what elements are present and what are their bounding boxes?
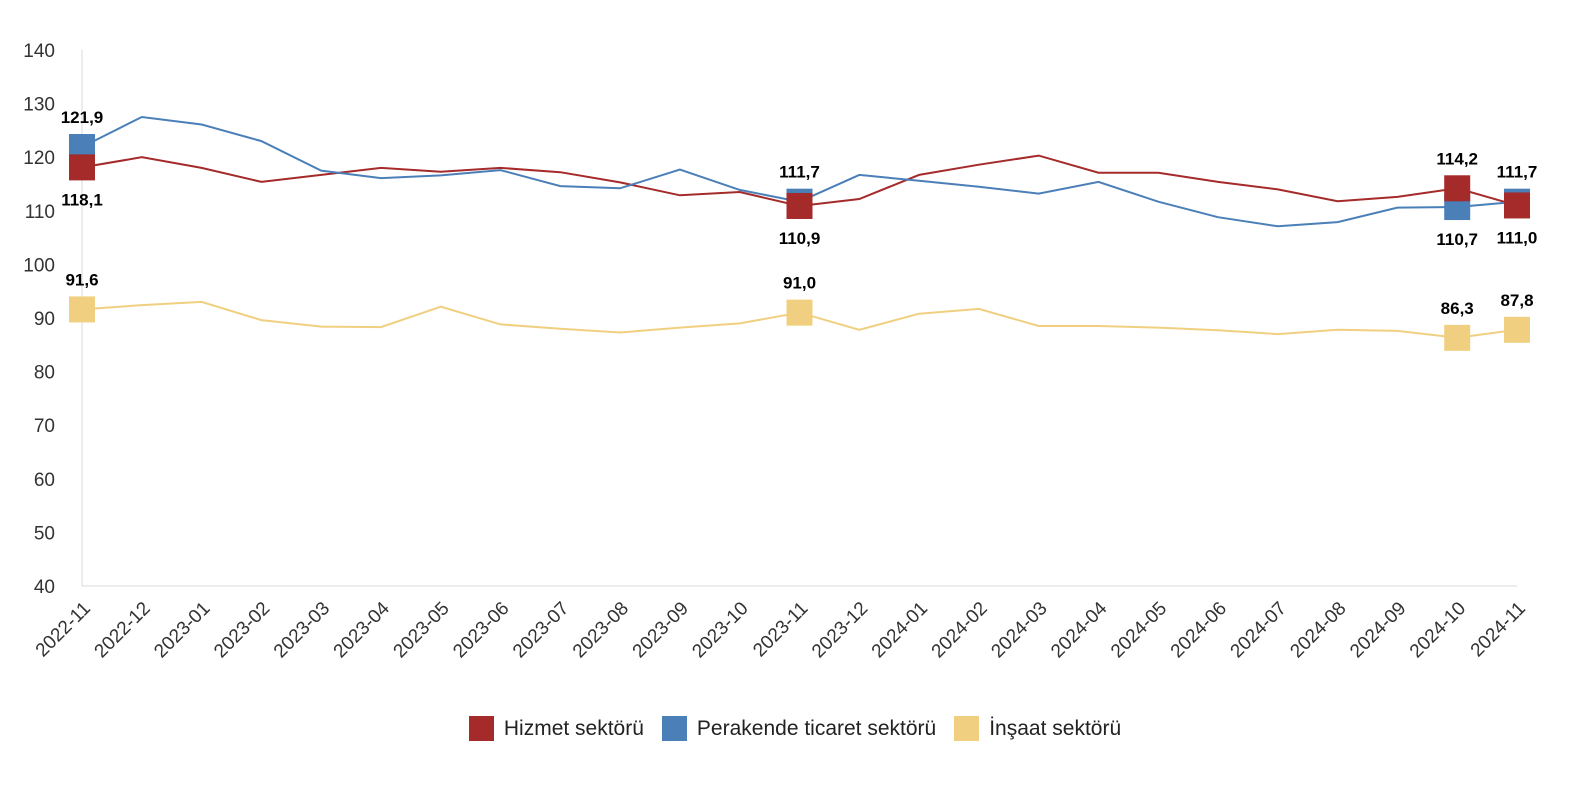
x-tick-label: 2023-05 bbox=[390, 598, 454, 662]
x-tick-label: 2023-03 bbox=[270, 598, 334, 662]
y-tick-label: 130 bbox=[23, 95, 55, 116]
x-tick-label: 2024-10 bbox=[1406, 598, 1470, 662]
legend-label: Hizmet sektörü bbox=[503, 716, 644, 740]
y-tick-label: 50 bbox=[34, 523, 55, 544]
x-tick-label: 2024-03 bbox=[987, 598, 1051, 662]
data-label: 86,3 bbox=[1441, 299, 1474, 318]
data-label: 121,9 bbox=[61, 108, 104, 127]
data-marker bbox=[1444, 175, 1471, 202]
x-tick-label: 2024-11 bbox=[1467, 598, 1530, 661]
data-marker bbox=[69, 296, 95, 323]
x-tick-label: 2023-12 bbox=[808, 598, 872, 662]
y-tick-label: 40 bbox=[34, 577, 55, 598]
x-tick-label: 2023-11 bbox=[749, 598, 812, 661]
y-tick-label: 80 bbox=[34, 363, 55, 384]
y-tick-label: 100 bbox=[23, 255, 55, 276]
data-label: 110,7 bbox=[1436, 230, 1478, 249]
x-tick-label: 2024-06 bbox=[1167, 598, 1231, 662]
data-marker bbox=[1504, 192, 1530, 219]
x-tick-label: 2023-08 bbox=[569, 598, 633, 662]
data-marker bbox=[1444, 324, 1471, 351]
data-labels: 118,1 110,9 114,2 111,0 121,9 111,7 110,7 111,7… bbox=[61, 108, 1538, 318]
data-label: 110,9 bbox=[779, 229, 821, 248]
data-label: 114,2 bbox=[1436, 149, 1478, 168]
y-tick-label: 140 bbox=[23, 41, 55, 62]
legend: Hizmet sektörü Perakende ticaret sektörü… bbox=[0, 716, 1590, 741]
x-tick-label: 2022-12 bbox=[91, 598, 155, 662]
data-label: 111,7 bbox=[1497, 163, 1538, 182]
legend-item-perakende[interactable]: Perakende ticaret sektörü bbox=[661, 716, 937, 741]
data-label: 87,8 bbox=[1500, 291, 1533, 310]
x-tick-label: 2024-09 bbox=[1346, 598, 1410, 662]
line-chart: 40 50 60 70 80 90 100 110 120 130 140 2022-112022-1… bbox=[23, 41, 1538, 662]
y-tick-label: 70 bbox=[34, 416, 55, 437]
data-label: 91,6 bbox=[65, 270, 98, 289]
data-label: 118,1 bbox=[61, 190, 103, 209]
y-tick-label: 110 bbox=[25, 202, 55, 223]
data-marker bbox=[786, 299, 813, 326]
data-marker bbox=[1504, 316, 1530, 343]
x-tick-label: 2022-11 bbox=[32, 598, 95, 661]
x-tick-label: 2024-01 bbox=[868, 598, 932, 662]
axes: 40 50 60 70 80 90 100 110 120 130 140 2022-112022-1… bbox=[23, 41, 1530, 662]
data-label: 91,0 bbox=[783, 274, 816, 293]
x-tick-label: 2023-07 bbox=[509, 598, 573, 662]
legend-label: Perakende ticaret sektörü bbox=[696, 716, 937, 740]
legend-item-hizmet[interactable]: Hizmet sektörü bbox=[468, 716, 644, 741]
series-markers bbox=[69, 134, 1530, 351]
x-tick-label: 2023-09 bbox=[629, 598, 693, 662]
legend-swatch bbox=[468, 716, 494, 741]
x-tick-label: 2024-02 bbox=[928, 598, 992, 662]
data-label: 111,0 bbox=[1497, 228, 1538, 247]
legend-item-insaat[interactable]: İnşaat sektörü bbox=[954, 716, 1121, 741]
x-tick-label: 2023-02 bbox=[210, 598, 274, 662]
x-tick-label: 2024-07 bbox=[1227, 598, 1291, 662]
y-tick-label: 60 bbox=[34, 470, 55, 491]
legend-swatch bbox=[661, 716, 687, 741]
x-tick-label: 2023-04 bbox=[330, 598, 394, 662]
x-tick-label: 2024-05 bbox=[1107, 598, 1171, 662]
data-marker bbox=[69, 154, 95, 181]
x-tick-label: 2023-01 bbox=[150, 598, 214, 662]
y-tick-label: 120 bbox=[23, 148, 55, 169]
x-tick-label: 2023-10 bbox=[688, 598, 752, 662]
y-tick-label: 90 bbox=[34, 309, 55, 330]
data-marker bbox=[786, 192, 813, 219]
legend-swatch bbox=[954, 716, 980, 741]
x-tick-label: 2024-08 bbox=[1286, 598, 1350, 662]
x-tick-label: 2023-06 bbox=[449, 598, 513, 662]
data-label: 111,7 bbox=[779, 163, 820, 182]
legend-label: İnşaat sektörü bbox=[989, 716, 1122, 740]
x-tick-label: 2024-04 bbox=[1047, 598, 1111, 662]
